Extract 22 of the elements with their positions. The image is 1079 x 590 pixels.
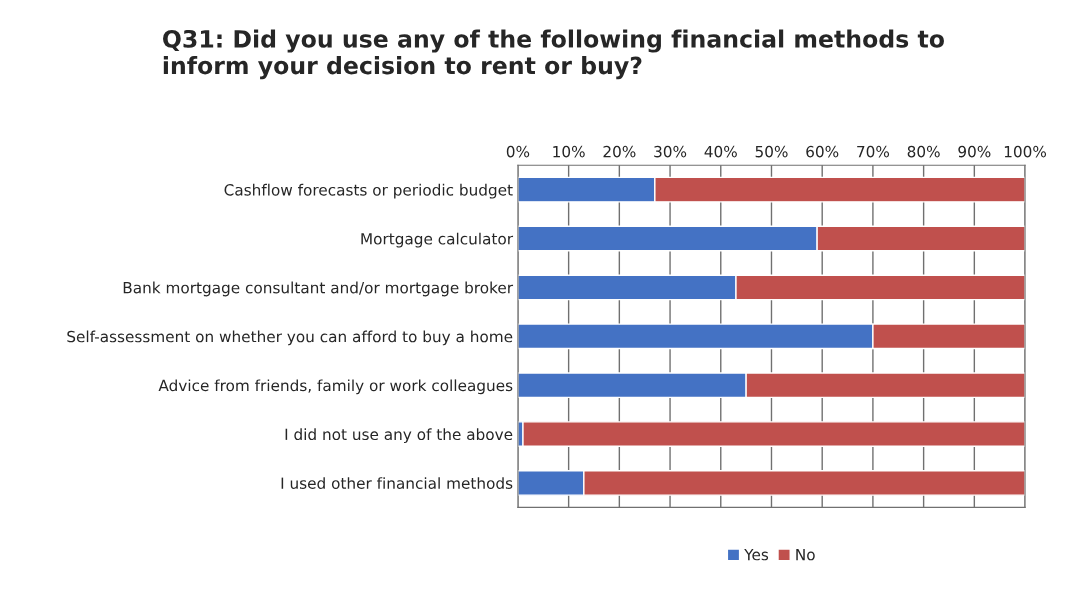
- x-tick-label: 70%: [857, 145, 890, 158]
- x-tick-label: 40%: [704, 145, 737, 158]
- x-tick-label: 60%: [806, 145, 839, 158]
- y-tick-label: Bank mortgage consultant and/or mortgage broker: [123, 281, 514, 297]
- x-tick-label: 30%: [654, 145, 687, 158]
- x-tick-label: 20%: [603, 145, 636, 158]
- y-tick-label: I used other financial methods: [281, 477, 513, 489]
- y-tick-label: Cashflow forecasts or periodic budget: [224, 183, 513, 199]
- x-tick-label: 50%: [755, 145, 788, 158]
- chart-title: Q31: Did you use any of the following financial methods to inform your decision to rent or buy?: [163, 29, 944, 80]
- y-tick-label: I did not use any of the above: [285, 428, 513, 444]
- x-tick-label: 10%: [553, 145, 585, 158]
- x-tick-label: 80%: [907, 145, 940, 158]
- legend-label: Yes: [744, 549, 769, 561]
- x-tick-label: 0%: [506, 145, 530, 158]
- y-tick-label: Advice from friends, family or work colleagues: [158, 379, 513, 395]
- y-tick-label: Self-assessment on whether you can afford to buy a home: [67, 330, 513, 346]
- x-tick-label: 90%: [958, 145, 991, 158]
- x-tick-label: 100%: [1004, 145, 1047, 158]
- legend-label: No: [796, 549, 815, 561]
- bar: [522, 421, 1026, 447]
- y-tick-label: Mortgage calculator: [361, 232, 514, 248]
